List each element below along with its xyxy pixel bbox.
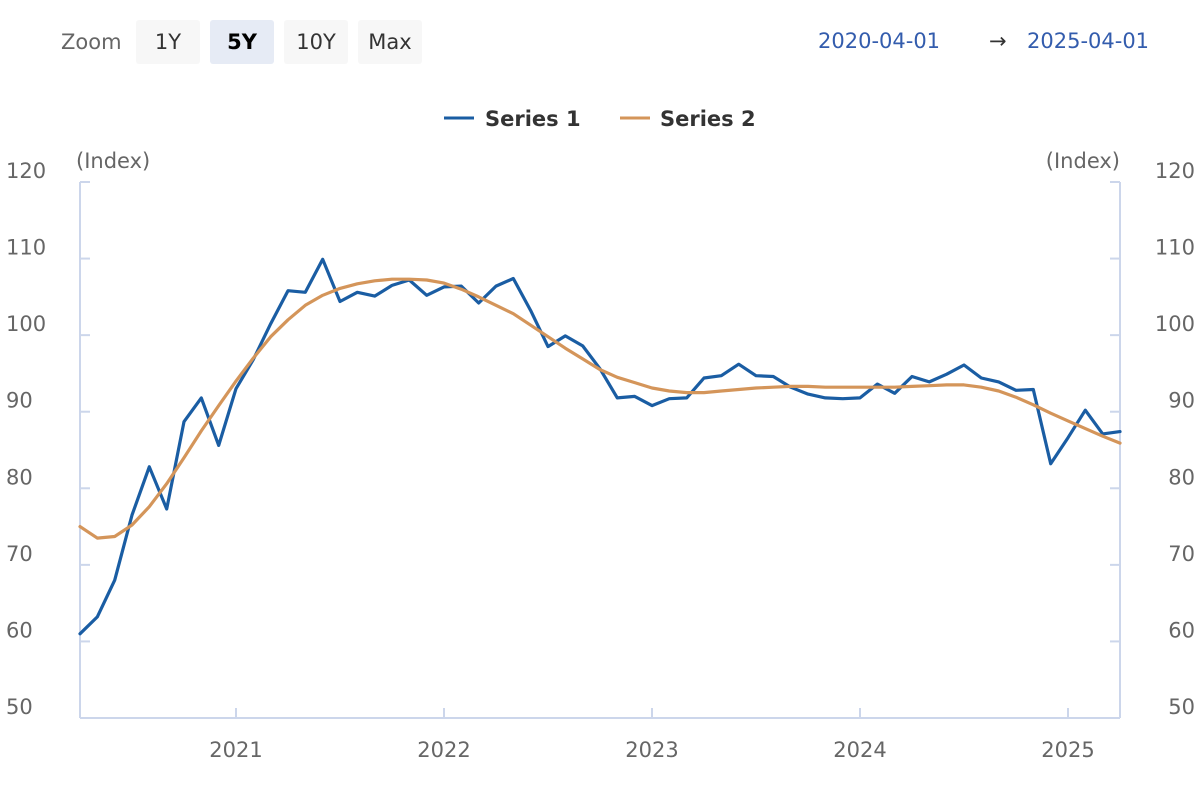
zoom-10y-button[interactable]: 10Y xyxy=(284,20,348,64)
legend: Series 1 Series 2 xyxy=(444,107,756,131)
y-right-tick-label: 60 xyxy=(1168,618,1195,642)
axes: 50 50 60 60 70 70 80 80 90 90 100 100 110 110 120 120 20… xyxy=(6,159,1195,762)
series-layer xyxy=(78,257,1122,636)
y-left-tick-label: 90 xyxy=(6,389,33,413)
x-tick-label: 2024 xyxy=(833,738,886,762)
series-1-line[interactable] xyxy=(78,257,1122,636)
legend-series-2-label[interactable]: Series 2 xyxy=(660,107,756,131)
y-right-tick-label: 50 xyxy=(1168,695,1195,719)
y-right-tick-label: 70 xyxy=(1168,542,1195,566)
range-to-date[interactable]: 2025-04-01 xyxy=(1027,29,1150,53)
zoom-label: Zoom xyxy=(61,30,122,54)
x-tick-label: 2023 xyxy=(625,738,678,762)
legend-series-1-label[interactable]: Series 1 xyxy=(485,107,581,131)
y-right-tick-label: 110 xyxy=(1155,236,1195,260)
y-left-tick-label: 70 xyxy=(6,542,33,566)
y-right-tick-label: 80 xyxy=(1168,465,1195,489)
series-2-line[interactable] xyxy=(78,277,1122,540)
y-axis-left-unit: (Index) xyxy=(76,149,150,173)
zoom-5y-button[interactable]: 5Y xyxy=(210,20,274,64)
y-right-tick-label: 120 xyxy=(1155,159,1195,183)
zoom-max-button[interactable]: Max xyxy=(358,20,422,64)
zoom-1y-button[interactable]: 1Y xyxy=(136,20,200,64)
range-selector-toolbar: Zoom 1Y 5Y 10Y Max 2020-04-01 → 2025-04-… xyxy=(0,0,1200,84)
y-left-tick-label: 110 xyxy=(6,236,46,260)
range-arrow: → xyxy=(989,29,1007,53)
y-axis-right-unit: (Index) xyxy=(1046,149,1120,173)
y-left-tick-label: 50 xyxy=(6,695,33,719)
y-left-tick-label: 120 xyxy=(6,159,46,183)
y-left-tick-label: 100 xyxy=(6,312,46,336)
x-tick-label: 2022 xyxy=(417,738,470,762)
y-left-tick-label: 80 xyxy=(6,465,33,489)
y-left-tick-label: 60 xyxy=(6,618,33,642)
x-tick-label: 2025 xyxy=(1041,738,1094,762)
range-from-date[interactable]: 2020-04-01 xyxy=(818,29,941,53)
x-tick-label: 2021 xyxy=(209,738,262,762)
y-right-tick-label: 90 xyxy=(1168,389,1195,413)
y-right-tick-label: 100 xyxy=(1155,312,1195,336)
